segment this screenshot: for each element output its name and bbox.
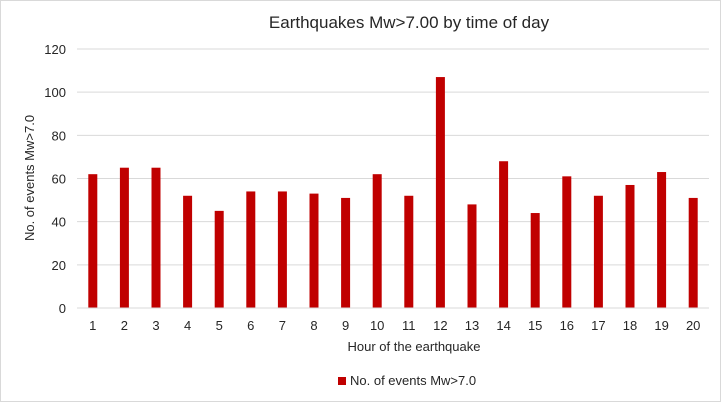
x-tick-label: 19 xyxy=(654,318,668,333)
y-tick-label: 20 xyxy=(52,258,66,273)
bar xyxy=(688,197,698,308)
bar xyxy=(372,174,382,308)
bar xyxy=(657,172,667,308)
bar xyxy=(435,77,445,308)
y-axis-ticks: 0 20 40 60 80 100 120 xyxy=(44,42,66,316)
y-tick-label: 40 xyxy=(52,215,66,230)
x-tick-label: 3 xyxy=(152,318,159,333)
bar xyxy=(530,213,540,308)
bar xyxy=(593,195,603,308)
y-tick-label: 80 xyxy=(52,128,66,143)
x-tick-label: 11 xyxy=(402,318,416,333)
x-axis-ticks: 1 2 3 4 5 6 7 8 9 10 11 12 13 14 15 16 17 18 19 20 xyxy=(89,318,700,333)
bar xyxy=(404,195,414,308)
bar xyxy=(214,210,224,308)
bar xyxy=(341,197,351,308)
bar xyxy=(277,191,287,308)
chart-title: Earthquakes Mw>7.00 by time of day xyxy=(269,13,550,32)
x-tick-label: 17 xyxy=(591,318,605,333)
x-tick-label: 2 xyxy=(121,318,128,333)
bar xyxy=(562,176,572,308)
x-tick-label: 12 xyxy=(433,318,447,333)
legend: No. of events Mw>7.0 xyxy=(338,373,476,388)
x-tick-label: 4 xyxy=(184,318,191,333)
x-tick-label: 20 xyxy=(686,318,700,333)
bars xyxy=(88,77,698,308)
x-tick-label: 8 xyxy=(310,318,317,333)
x-tick-label: 9 xyxy=(342,318,349,333)
x-tick-label: 7 xyxy=(279,318,286,333)
x-tick-label: 1 xyxy=(89,318,96,333)
legend-swatch xyxy=(338,377,346,385)
x-tick-label: 16 xyxy=(560,318,574,333)
bar xyxy=(309,193,319,308)
y-tick-label: 0 xyxy=(59,301,66,316)
x-tick-label: 13 xyxy=(465,318,479,333)
x-tick-label: 14 xyxy=(496,318,510,333)
bar xyxy=(246,191,256,308)
x-tick-label: 15 xyxy=(528,318,542,333)
bar xyxy=(499,161,509,308)
x-tick-label: 18 xyxy=(623,318,637,333)
bar xyxy=(151,167,161,308)
y-axis-label: No. of events Mw>7.0 xyxy=(22,115,37,241)
y-tick-label: 120 xyxy=(44,42,66,57)
bar xyxy=(119,167,129,308)
bar xyxy=(88,174,98,308)
gridlines xyxy=(77,48,709,266)
bar xyxy=(467,204,477,308)
x-axis-label: Hour of the earthquake xyxy=(348,339,481,354)
bar xyxy=(183,195,193,308)
x-tick-label: 10 xyxy=(370,318,384,333)
y-tick-label: 60 xyxy=(52,172,66,187)
y-tick-label: 100 xyxy=(44,85,66,100)
legend-label: No. of events Mw>7.0 xyxy=(350,373,476,388)
x-tick-label: 6 xyxy=(247,318,254,333)
x-tick-label: 5 xyxy=(216,318,223,333)
bar xyxy=(625,184,635,308)
